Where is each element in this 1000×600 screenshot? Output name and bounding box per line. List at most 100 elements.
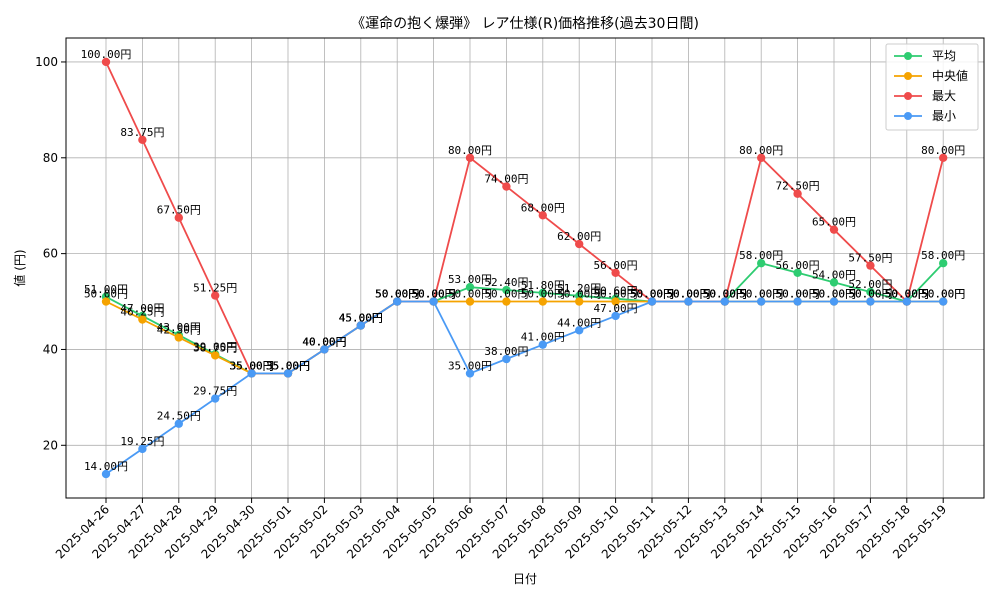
data-label: 50.00円: [703, 288, 747, 301]
legend-marker: [904, 72, 912, 80]
chart-title: 《運命の抱く爆弾》 レア仕様(R)価格推移(過去30日間): [351, 15, 699, 32]
data-point: [611, 297, 620, 306]
data-point: [247, 369, 256, 378]
data-label: 50.00円: [885, 288, 929, 301]
data-point: [283, 369, 293, 378]
data-label: 83.75円: [120, 126, 164, 139]
data-label: 42.50円: [157, 323, 201, 336]
data-point: [465, 153, 475, 162]
data-point: [502, 297, 511, 306]
data-point: [757, 153, 766, 162]
data-point: [429, 297, 438, 306]
data-label: 40.00円: [302, 335, 346, 348]
data-label: 50.00円: [375, 288, 419, 301]
data-label: 80.00円: [448, 144, 492, 157]
data-label: 19.25円: [120, 435, 164, 448]
data-label: 35.00円: [266, 359, 310, 372]
data-label: 50.00円: [666, 288, 710, 301]
data-label: 44.00円: [557, 316, 601, 329]
legend-label: 中央値: [932, 68, 968, 83]
data-label: 50.00円: [812, 288, 856, 301]
data-point: [320, 345, 329, 354]
data-label: 29.75円: [193, 385, 237, 398]
data-label: 50.60円: [594, 285, 638, 298]
data-label: 50.00円: [84, 288, 128, 301]
data-point: [101, 57, 111, 67]
data-point: [465, 369, 475, 378]
data-point: [174, 333, 183, 342]
legend-label: 平均: [932, 49, 956, 63]
data-label: 50.00円: [412, 288, 456, 301]
data-label: 100.00円: [81, 48, 132, 61]
data-point: [575, 239, 584, 249]
data-label: 38.00円: [484, 345, 528, 358]
data-label: 50.00円: [885, 288, 929, 301]
data-label: 50.00円: [448, 288, 492, 301]
data-label: 53.00円: [448, 273, 492, 286]
data-label: 50.00円: [666, 288, 710, 301]
plot-area: [65, 37, 985, 499]
data-point: [829, 225, 839, 234]
data-label: 50.00円: [885, 288, 929, 301]
data-point: [939, 153, 948, 162]
data-point: [356, 321, 365, 330]
data-point: [502, 285, 511, 295]
data-label: 50.00円: [666, 288, 710, 301]
data-label: 58.00円: [739, 249, 783, 262]
data-point: [757, 297, 766, 306]
y-tick-label: 40: [43, 342, 58, 356]
data-point: [611, 311, 620, 321]
legend-item: 平均: [894, 49, 956, 63]
data-label: 50.00円: [739, 288, 783, 301]
data-point: [138, 315, 147, 324]
data-point: [793, 189, 802, 198]
data-point: [575, 297, 584, 306]
data-point: [720, 297, 729, 306]
data-label: 50.00円: [412, 288, 456, 301]
data-point: [793, 268, 802, 277]
data-point: [575, 326, 584, 335]
data-label: 50.00円: [703, 288, 747, 301]
data-label: 54.00円: [812, 268, 856, 281]
data-label: 51.80円: [521, 279, 565, 292]
data-point: [793, 297, 802, 306]
data-point: [538, 340, 547, 349]
data-label: 40.00円: [302, 335, 346, 348]
data-label: 51.25円: [193, 282, 237, 295]
data-label: 50.00円: [885, 288, 929, 301]
data-label: 51.20円: [557, 282, 601, 295]
data-label: 40.00円: [302, 335, 346, 348]
legend-item: 最小: [894, 109, 956, 123]
legend-item: 中央値: [894, 68, 968, 83]
data-label: 38.75円: [193, 341, 237, 354]
x-axis-title: 日付: [513, 572, 537, 586]
series-line: [105, 300, 944, 475]
data-label: 47.00円: [594, 302, 638, 315]
legend-label: 最大: [932, 89, 956, 103]
data-point: [538, 211, 547, 220]
data-label: 50.00円: [375, 288, 419, 301]
data-label: 47.00円: [120, 302, 164, 315]
data-label: 56.00円: [594, 259, 638, 272]
data-label: 39.00円: [193, 340, 237, 353]
data-point: [174, 419, 183, 428]
data-point: [829, 278, 839, 287]
data-point: [101, 469, 111, 479]
data-label: 45.00円: [339, 312, 383, 325]
data-point: [211, 394, 220, 403]
y-tick-label: 20: [43, 438, 58, 452]
y-axis-title: 値 (円): [12, 249, 27, 286]
data-label: 50.00円: [594, 288, 638, 301]
data-label: 50.00円: [484, 288, 528, 301]
data-point: [211, 351, 220, 360]
data-point: [138, 135, 147, 145]
data-label: 35.00円: [230, 359, 274, 372]
data-label: 46.25円: [120, 306, 164, 319]
data-label: 50.00円: [630, 288, 674, 301]
data-point: [902, 297, 911, 306]
data-point: [538, 297, 547, 306]
data-point: [866, 297, 875, 306]
data-label: 62.00円: [557, 230, 601, 243]
